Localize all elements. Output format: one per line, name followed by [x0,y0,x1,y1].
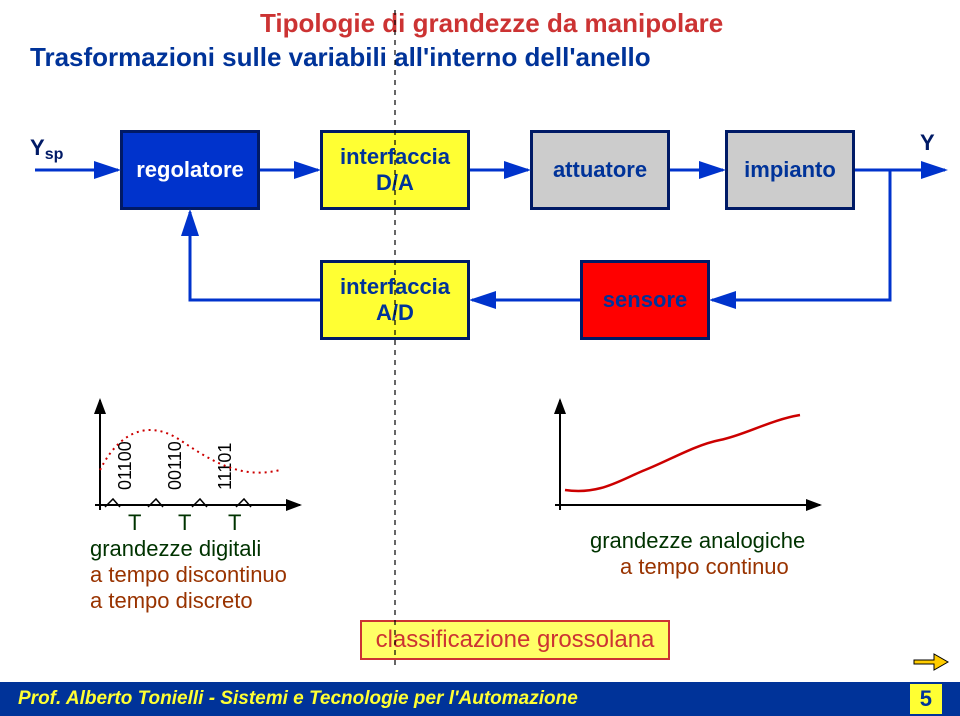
block-impianto: impianto [725,130,855,210]
classification-box: classificazione grossolana [360,620,670,660]
annot-left1: grandezze digitali [90,536,261,562]
binary-1: 01100 [115,441,136,490]
regolatore-label: regolatore [136,157,244,183]
binary-3: 11101 [215,443,236,490]
cursor-icon [912,646,950,676]
da-label: interfaccia D/A [340,144,450,196]
annot-right1: grandezze analogiche [590,528,805,554]
title-main: Tipologie di grandezze da manipolare [260,8,723,39]
footer: Prof. Alberto Tonielli - Sistemi e Tecno… [0,682,960,716]
classification-label: classificazione grossolana [376,626,655,654]
annot-left2: a tempo discontinuo [90,562,287,588]
annot-right2: a tempo continuo [620,554,789,580]
y-sp-label: Ysp [30,135,63,164]
footer-text: Prof. Alberto Tonielli - Sistemi e Tecno… [18,688,578,710]
page-number: 5 [910,684,942,714]
y-out-label: Y [920,130,935,156]
binary-2: 00110 [165,441,186,490]
t3: T [228,510,241,536]
sp-text: sp [45,146,64,163]
title-sub: Trasformazioni sulle variabili all'inter… [30,42,651,73]
block-attuatore: attuatore [530,130,670,210]
impianto-label: impianto [744,157,836,183]
block-sensore: sensore [580,260,710,340]
t2: T [178,510,191,536]
ad-label: interfaccia A/D [340,274,450,326]
y-text: Y [30,135,45,160]
attuatore-label: attuatore [553,157,647,183]
block-da: interfaccia D/A [320,130,470,210]
block-ad: interfaccia A/D [320,260,470,340]
sensore-label: sensore [603,287,687,313]
annot-left3: a tempo discreto [90,588,253,614]
t1: T [128,510,141,536]
block-regolatore: regolatore [120,130,260,210]
